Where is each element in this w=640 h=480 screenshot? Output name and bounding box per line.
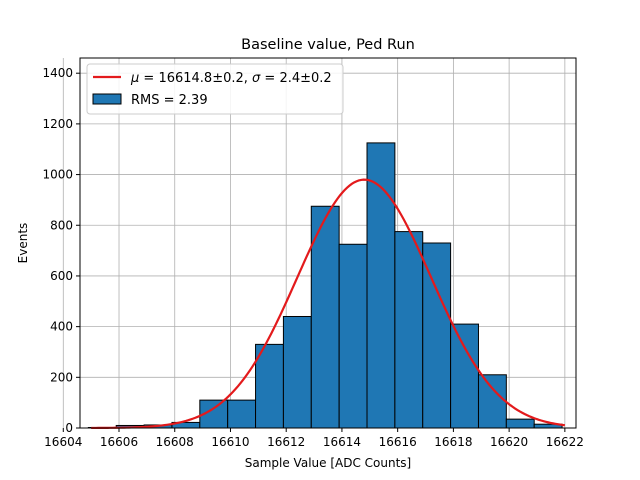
histogram-bar [477, 374, 507, 429]
legend-box [86, 63, 344, 115]
x-tick-label: 16608 [156, 435, 194, 449]
gaussian-fit-curve [91, 178, 565, 430]
x-axis-label: Sample Value [ADC Counts] [245, 456, 411, 470]
histogram-bar [310, 205, 340, 429]
legend-sigma-value: = 2.4±0.2 [260, 71, 331, 86]
x-tick-label: 16620 [490, 435, 528, 449]
y-tick-label: 400 [50, 320, 73, 334]
legend-fit-label: μ = 16614.8±0.2, σ = 2.4±0.2 [130, 71, 332, 86]
y-tick-label: 0 [65, 421, 73, 435]
x-axis-ticks: 16604 16606 16608 16610 16612 16614 16616 16618… [44, 428, 584, 449]
legend-sigma-symbol: σ [252, 71, 261, 86]
y-axis-label: Events [16, 223, 30, 264]
histogram-bar [505, 418, 535, 429]
histogram-bar [394, 231, 424, 429]
chart-title: Baseline value, Ped Run [241, 37, 415, 53]
legend-mu-symbol: μ [130, 71, 139, 86]
histogram-bar [227, 399, 257, 429]
legend-hist-label: RMS = 2.39 [131, 93, 208, 108]
histogram-bar [255, 343, 284, 429]
legend-mu-value: = 16614.8±0.2, [139, 71, 252, 86]
y-axis-ticks: 0 200 400 600 800 1000 1200 1400 [42, 66, 80, 435]
plot-frame [79, 57, 577, 429]
x-tick-label: 16606 [100, 435, 138, 449]
histogram-bar [450, 323, 479, 429]
x-tick-label: 16616 [379, 435, 417, 449]
histogram-bar [366, 142, 396, 429]
legend: μ = 16614.8±0.2, σ = 2.4±0.2 RMS = 2.39 [86, 63, 344, 115]
legend-hist-swatch [92, 93, 122, 105]
x-tick-label: 16622 [546, 435, 584, 449]
histogram-bar [282, 315, 312, 429]
y-tick-label: 200 [50, 370, 73, 384]
histogram-bar [338, 243, 368, 429]
y-tick-label: 1200 [42, 117, 73, 131]
x-tick-label: 16612 [267, 435, 305, 449]
y-tick-label: 1000 [42, 168, 73, 182]
y-tick-label: 600 [50, 269, 73, 283]
y-tick-label: 1400 [42, 66, 73, 80]
y-tick-label: 800 [50, 218, 73, 232]
x-tick-label: 16610 [211, 435, 249, 449]
x-tick-label: 16614 [323, 435, 361, 449]
histogram-bar [422, 242, 452, 429]
x-tick-label: 16604 [44, 435, 82, 449]
x-tick-label: 16618 [434, 435, 472, 449]
